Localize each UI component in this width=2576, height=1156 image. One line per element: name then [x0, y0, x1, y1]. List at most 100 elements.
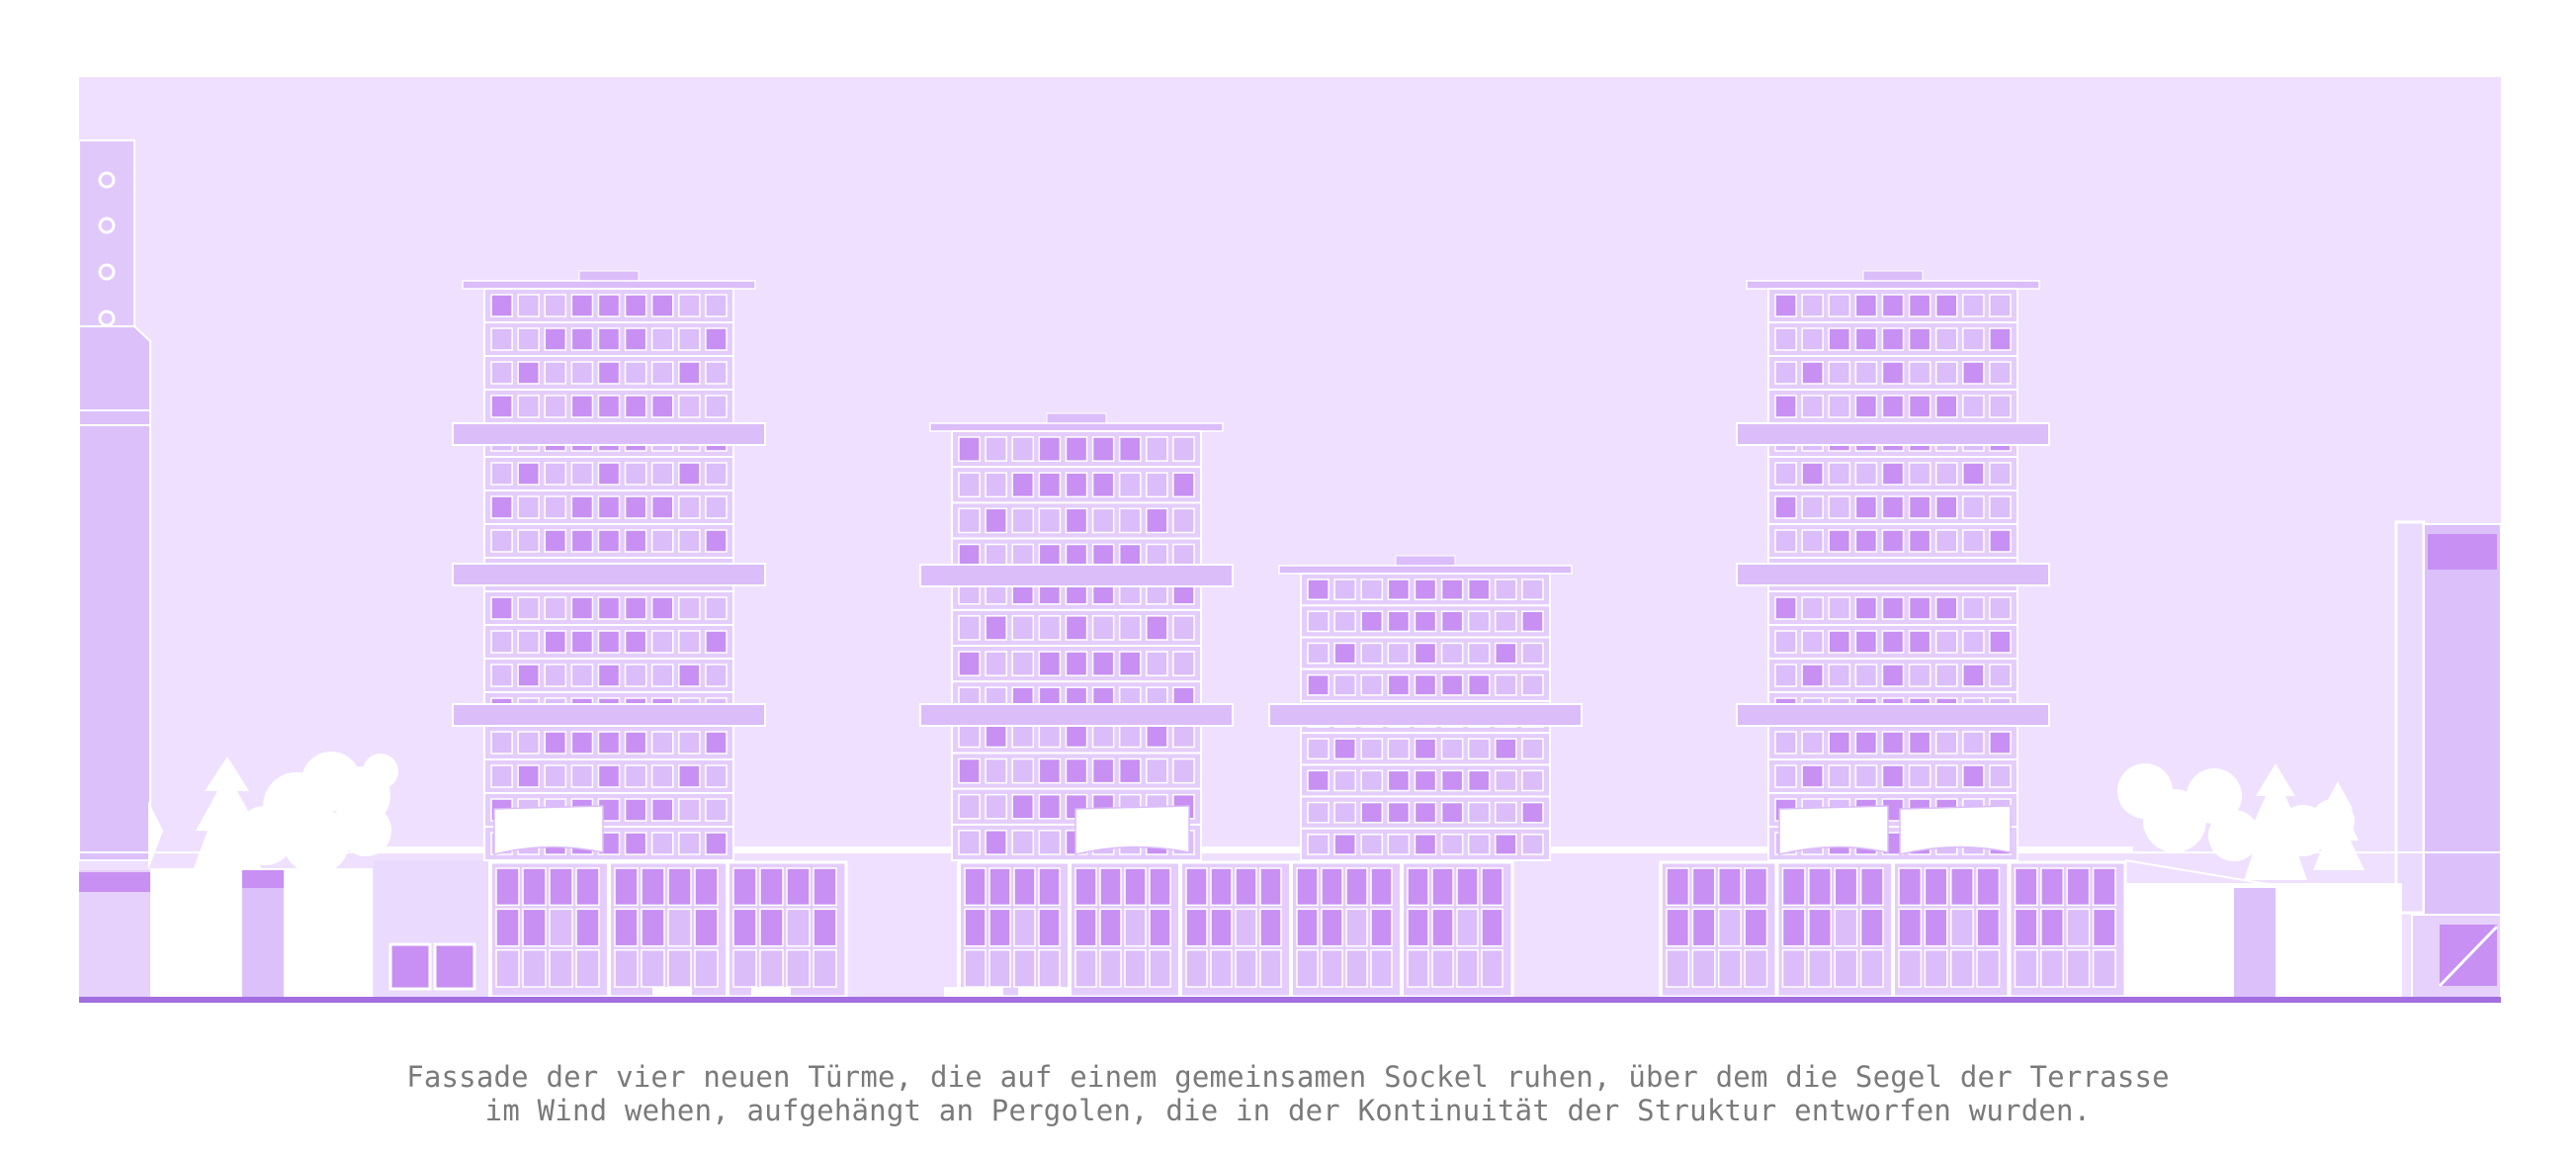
window — [1091, 615, 1115, 641]
window — [570, 495, 594, 519]
tower — [919, 412, 1234, 861]
window — [1414, 738, 1437, 760]
podium-window — [1013, 867, 1036, 907]
podium-window — [813, 867, 837, 907]
roof-cap — [578, 270, 640, 282]
window — [597, 731, 621, 755]
window — [570, 764, 594, 788]
podium-window — [1038, 867, 1061, 907]
window — [624, 630, 647, 654]
podium-window — [1345, 948, 1368, 988]
window — [1387, 578, 1411, 600]
window — [705, 764, 728, 788]
window — [570, 327, 594, 351]
window — [624, 495, 647, 519]
window — [1908, 495, 1932, 519]
podium-window — [1834, 908, 1858, 947]
podium-window — [732, 908, 757, 947]
podium-window — [694, 948, 719, 988]
window — [544, 327, 567, 351]
window — [1307, 642, 1330, 665]
podium-window — [522, 908, 547, 947]
window — [1467, 834, 1491, 855]
window — [1801, 495, 1824, 519]
window — [1011, 651, 1035, 676]
balcony-slab — [1736, 422, 2050, 446]
window — [490, 764, 513, 788]
podium-window — [2040, 948, 2064, 988]
towers-group — [452, 270, 2050, 861]
window — [544, 294, 567, 317]
podium-window — [1898, 867, 1923, 907]
podium-window — [1235, 867, 1257, 907]
window — [1307, 610, 1330, 633]
window — [1467, 801, 1491, 824]
window — [1146, 757, 1168, 784]
window — [1989, 731, 2012, 755]
window — [985, 651, 1007, 676]
window — [1065, 651, 1088, 676]
podium-window — [1370, 867, 1393, 907]
window — [1091, 651, 1115, 676]
window — [1854, 495, 1878, 519]
window — [958, 757, 981, 784]
window — [597, 327, 621, 351]
window — [1440, 673, 1464, 696]
window — [1934, 529, 1958, 553]
window — [1495, 769, 1517, 792]
window — [1360, 642, 1384, 665]
trees-right — [2117, 763, 2364, 880]
window — [597, 529, 621, 553]
podium-window — [813, 908, 837, 947]
window — [705, 596, 728, 620]
balcony-slab — [1268, 703, 1583, 727]
window — [1172, 507, 1195, 534]
podium-window — [1124, 867, 1147, 907]
window — [1387, 642, 1411, 665]
podium-window — [575, 908, 600, 947]
window — [1146, 615, 1168, 641]
podium-window — [1296, 908, 1319, 947]
window — [1881, 294, 1905, 317]
window — [517, 664, 540, 687]
window — [1172, 651, 1195, 676]
podium-window — [1481, 948, 1503, 988]
ground-vehicles — [388, 942, 1068, 999]
window — [1801, 630, 1824, 654]
window — [1333, 673, 1356, 696]
window — [678, 462, 701, 486]
window — [490, 395, 513, 418]
podium-window — [641, 908, 665, 947]
balcony-slab — [1736, 703, 2050, 727]
left-chimney — [79, 139, 151, 999]
window — [1828, 731, 1851, 755]
window — [650, 327, 674, 351]
window — [985, 436, 1007, 462]
podium-window — [1431, 908, 1454, 947]
window — [1828, 395, 1851, 418]
window — [1989, 764, 2012, 788]
window — [1467, 673, 1491, 696]
window — [1467, 769, 1491, 792]
window — [678, 664, 701, 687]
window — [1962, 630, 1985, 654]
window — [1440, 834, 1464, 855]
window — [544, 630, 567, 654]
caption: Fassade der vier neuen Türme, die auf ei… — [0, 1060, 2576, 1127]
podium-window — [1781, 948, 1806, 988]
window — [570, 395, 594, 418]
window — [1414, 642, 1437, 665]
window — [570, 664, 594, 687]
window — [678, 495, 701, 519]
podium-window — [1149, 867, 1171, 907]
window — [490, 495, 513, 519]
window — [1908, 630, 1932, 654]
balcony-slab — [452, 422, 766, 446]
podium-window — [1074, 948, 1097, 988]
podium-window — [786, 867, 811, 907]
podium-window — [1834, 948, 1858, 988]
podium-window — [1691, 867, 1716, 907]
window — [678, 395, 701, 418]
podium-right-annex — [2124, 859, 2402, 999]
window — [1440, 769, 1464, 792]
